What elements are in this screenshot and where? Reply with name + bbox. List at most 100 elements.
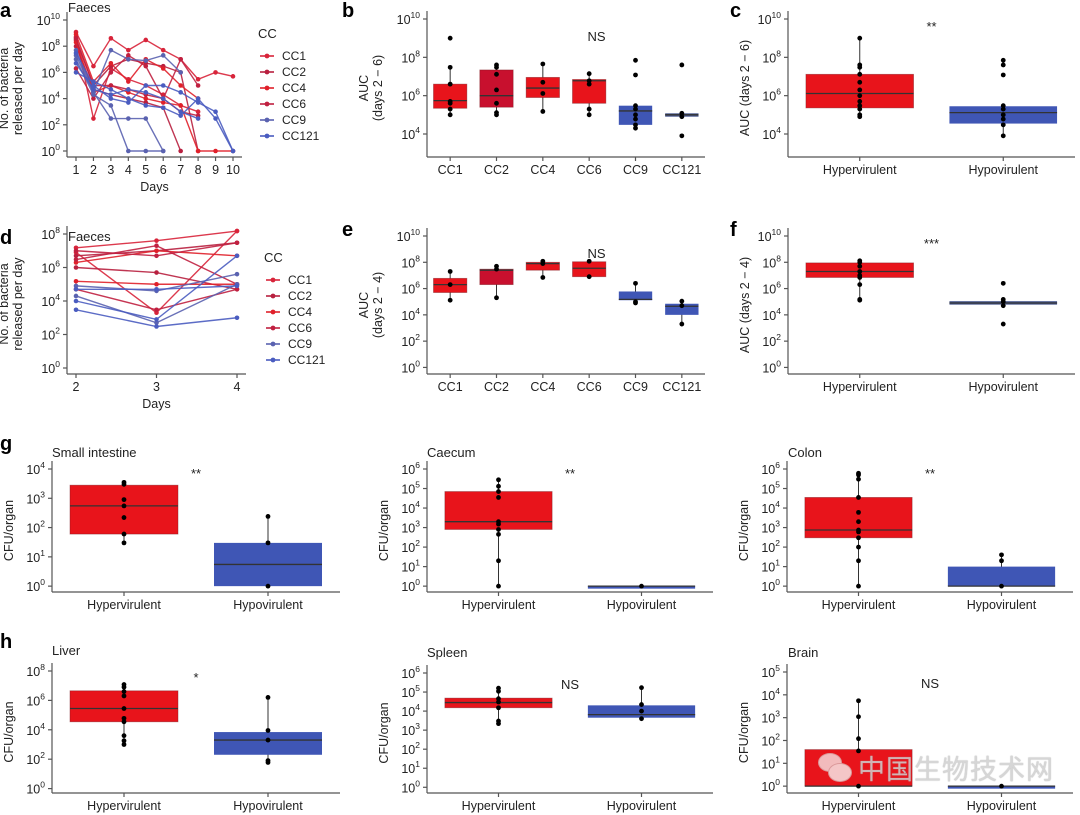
series-point [126,100,131,105]
data-point [265,760,271,765]
series-point [154,324,159,329]
data-point [856,583,861,589]
data-point [679,298,685,304]
data-point [496,583,501,589]
data-point [1000,122,1006,128]
data-point [121,719,127,725]
series-point [126,116,131,121]
x-tick-label: Hypovirulent [969,163,1039,177]
data-point [496,521,501,527]
y-tick-label: 103 [401,519,420,536]
y-tick-label: 1010 [37,11,61,28]
series-point [143,63,149,69]
y-tick-label: 106 [401,664,420,681]
panel-c: c 104 106 108 1010 AUC (days 2 − 6) Hypervirul… [730,0,1075,177]
series-point [154,286,159,292]
series-point [73,257,79,262]
data-point [999,552,1004,558]
panel-label: g [0,433,12,455]
x-tick-label: 3 [153,380,160,394]
series-point [108,60,114,66]
x-axis-label: Days [140,180,168,194]
y-tick-label: 104 [761,686,780,703]
series-point [108,70,114,75]
y-axis-label: (days 2 − 4) [371,272,385,338]
x-tick-label: 2 [73,380,80,394]
series-point [160,100,166,105]
x-tick-label: Hypervirulent [823,380,897,394]
box-group-hypovirulent: Hypovirulent [587,583,696,612]
legend-item-cc121: CC121 [260,129,320,143]
panel-title: Small intestine [52,445,137,460]
series-line [75,42,233,152]
data-point [586,71,592,77]
panel-title: Brain [788,645,818,660]
data-point [447,100,453,106]
series-point [154,238,159,243]
series-point [126,53,131,58]
series-point [160,105,166,111]
x-tick-label: 6 [160,163,167,177]
y-tick-label: 104 [26,460,45,477]
data-point [496,527,501,532]
series-point [126,148,131,154]
y-tick-label: 100 [401,577,420,594]
data-point [496,483,501,489]
series-point [73,279,79,284]
data-point [856,714,861,720]
data-point [856,748,861,754]
box [69,484,179,535]
series-point [195,76,201,82]
data-point [856,736,861,742]
panel-g3: Colon 100 101 102 103 104 105 106 CFU/organ Hyper… [737,445,1073,612]
data-point [121,742,127,747]
x-tick-label: Hypervirulent [87,799,161,813]
legend-swatch-point [270,309,276,315]
legend-title: CC [264,250,283,265]
y-tick-label: 104 [761,499,780,516]
y-tick-label: 106 [761,460,780,477]
significance-label: ** [925,466,935,481]
x-tick-label: CC4 [530,380,555,394]
x-tick-label: CC6 [577,163,602,177]
legend-item-cc1: CC1 [260,49,306,63]
significance-label: NS [921,676,939,691]
series-line [75,34,199,100]
data-point [447,112,453,118]
series-point [213,109,218,114]
x-tick-label: Hypervirulent [87,598,161,612]
data-point [121,515,127,520]
legend-label: CC6 [282,97,306,111]
data-point [540,91,546,96]
series-point [154,281,159,287]
data-point [447,64,453,70]
data-point [447,297,453,303]
data-point [633,125,638,131]
series-point [126,87,131,92]
legend-swatch-point [264,101,270,107]
data-point [639,708,644,714]
series-point [234,240,240,246]
y-tick-label: 104 [26,721,45,738]
y-tick-label: 103 [401,721,420,738]
y-tick-label: 103 [761,519,780,536]
box-group-hypovirulent: Hypovirulent [947,552,1056,612]
data-point [857,79,863,85]
x-tick-label: 4 [125,163,132,177]
series-point [230,148,236,154]
legend-swatch-point [270,325,276,331]
series-point [143,116,149,121]
panel-h1: h Liver 100 102 104 106 108 CFU/organ Hypervirul… [0,631,340,813]
series-point [154,243,159,249]
data-point [121,531,127,537]
y-tick-label: 108 [401,48,420,65]
series-point [108,47,114,53]
x-tick-label: Hypervirulent [822,799,896,813]
box-group-hypervirulent: Hypervirulent [804,470,913,612]
y-axis-label: CFU/organ [737,702,751,763]
data-point [447,282,453,288]
box-group-hypovirulent: Hypovirulent [587,685,696,813]
panel-h3: Brain 100 101 102 103 104 105 CFU/organ Hypervir… [737,645,1073,813]
data-point [121,503,127,509]
